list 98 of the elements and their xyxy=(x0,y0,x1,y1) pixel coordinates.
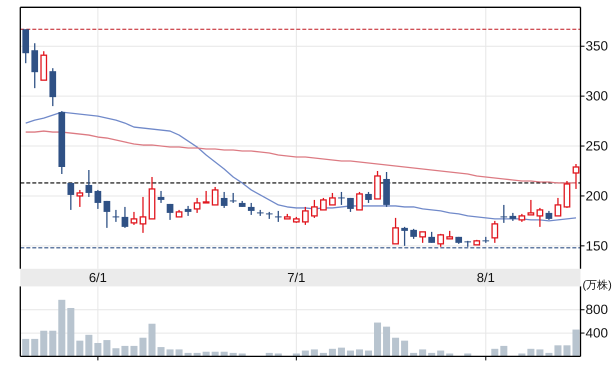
bar xyxy=(121,346,128,356)
bar xyxy=(103,340,110,356)
bar xyxy=(302,350,309,356)
candlestick xyxy=(527,199,534,216)
bar xyxy=(202,352,210,356)
bar xyxy=(374,322,382,356)
bar xyxy=(401,340,408,356)
candlestick xyxy=(310,199,318,219)
candlestick xyxy=(194,197,200,214)
bar xyxy=(536,349,544,356)
candlestick xyxy=(320,197,327,211)
bar xyxy=(364,350,372,356)
x-tick-label: 6/1 xyxy=(88,270,107,286)
bar xyxy=(554,345,562,356)
candlestick xyxy=(22,28,30,64)
bar xyxy=(176,349,183,356)
candlestick xyxy=(374,170,381,200)
candlestick xyxy=(437,233,444,248)
bar xyxy=(437,350,444,356)
candlestick xyxy=(158,190,164,204)
y-tick-label: 400 xyxy=(586,326,608,341)
y-tick-label: 200 xyxy=(586,188,608,204)
candlestick xyxy=(212,186,219,206)
bar xyxy=(346,350,354,356)
bar xyxy=(94,342,102,356)
candlestick xyxy=(256,209,264,217)
y-tick-label: 350 xyxy=(586,38,608,54)
candlestick xyxy=(202,190,210,204)
candlestick xyxy=(104,200,110,229)
candlestick xyxy=(410,228,417,240)
bar xyxy=(49,330,56,356)
bar xyxy=(328,348,336,356)
bar xyxy=(220,352,228,356)
candlestick xyxy=(356,191,363,211)
candlestick xyxy=(166,203,174,221)
y-tick-label: 300 xyxy=(586,88,608,104)
candlestick xyxy=(419,231,426,244)
candlestick xyxy=(274,210,282,223)
bar xyxy=(148,324,156,356)
bar xyxy=(338,348,345,356)
bar xyxy=(572,330,580,356)
bar xyxy=(76,340,84,356)
candlestick xyxy=(564,180,570,209)
candlestick xyxy=(86,169,92,198)
y-axis-title: (万株) xyxy=(582,278,612,292)
bar xyxy=(22,338,30,356)
bar xyxy=(563,345,570,356)
candlestick xyxy=(184,205,192,217)
candlestick xyxy=(76,189,84,208)
candlestick xyxy=(220,191,228,209)
candlestick xyxy=(347,197,354,213)
x-tick-label: 7/1 xyxy=(287,270,306,286)
candlestick xyxy=(302,206,309,226)
bar xyxy=(310,349,318,356)
bar xyxy=(527,348,534,356)
candlestick xyxy=(140,196,146,234)
candlestick xyxy=(338,191,345,206)
candlestick xyxy=(392,217,399,244)
line-series xyxy=(25,130,577,184)
candlestick xyxy=(536,207,544,228)
candlestick xyxy=(491,220,498,244)
candlestick xyxy=(248,202,255,216)
bar xyxy=(130,346,138,356)
candlestick xyxy=(554,197,562,217)
candlestick xyxy=(482,236,490,244)
candlestick xyxy=(122,206,128,229)
candlestick xyxy=(428,231,435,244)
y-tick-label: 150 xyxy=(586,238,608,254)
line-series xyxy=(25,111,577,222)
bar xyxy=(58,300,66,356)
candlestick xyxy=(230,192,237,204)
x-tick-label: 8/1 xyxy=(476,270,495,286)
bar xyxy=(491,348,498,356)
candlestick xyxy=(94,189,102,210)
candlestick xyxy=(112,209,120,223)
candlestick xyxy=(500,204,508,224)
bar xyxy=(166,349,174,356)
bar xyxy=(356,349,364,356)
candlestick xyxy=(266,211,273,220)
bar xyxy=(158,347,165,356)
candlestick xyxy=(365,191,372,204)
bar xyxy=(500,346,508,356)
y-tick-label: 250 xyxy=(586,138,608,154)
y-tick-label: 800 xyxy=(586,302,608,318)
candlestick xyxy=(130,211,138,226)
candlestick xyxy=(67,182,74,211)
bar xyxy=(85,334,92,356)
bar xyxy=(392,338,400,356)
candlestick xyxy=(572,163,580,190)
bar xyxy=(67,308,74,356)
candlestick xyxy=(31,42,38,89)
candlestick xyxy=(329,192,336,206)
bar xyxy=(112,348,120,356)
bar xyxy=(419,349,426,356)
bar xyxy=(383,326,390,356)
bar xyxy=(464,353,472,356)
bar xyxy=(139,338,147,356)
bar xyxy=(212,352,219,356)
